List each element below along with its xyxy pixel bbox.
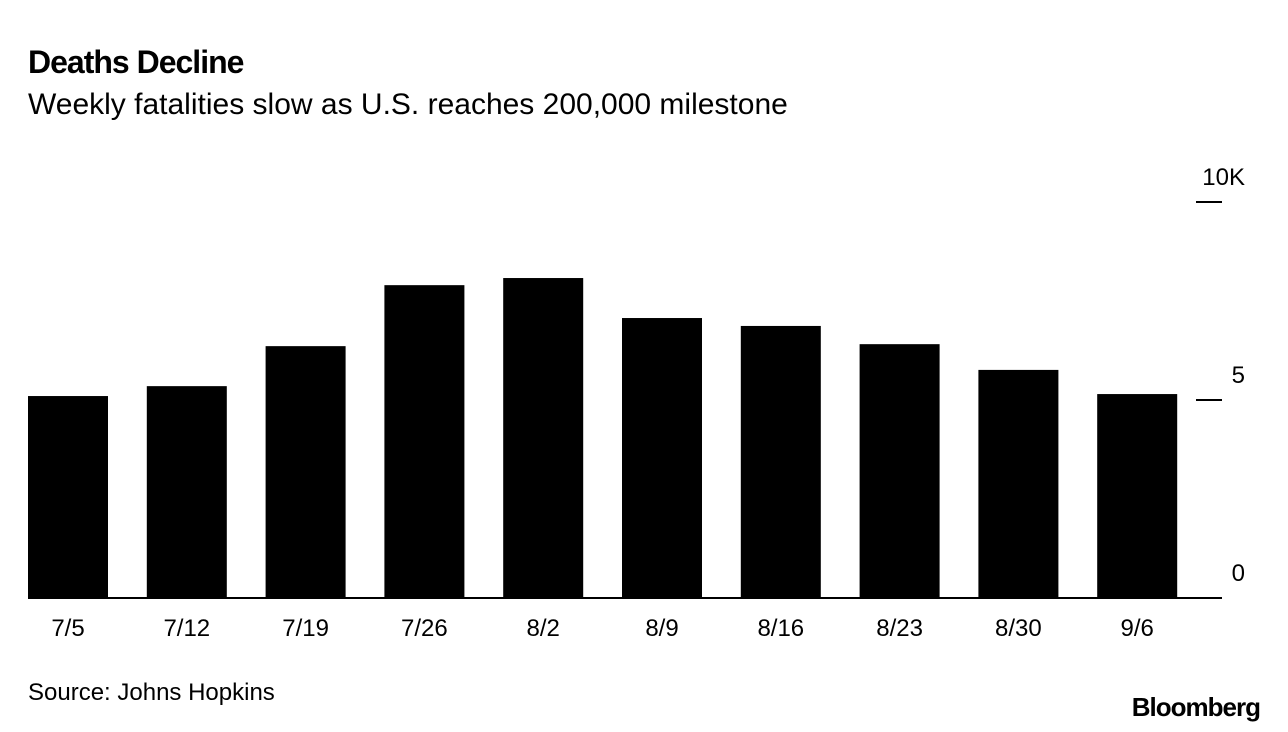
bar [859,344,940,598]
x-tick-label: 7/12 [163,615,210,642]
bar [28,396,108,598]
x-tick-label: 8/2 [527,615,560,642]
x-tick-label: 7/5 [51,615,84,642]
y-tick-label: 5 [1232,362,1245,389]
chart-title: Deaths Decline [28,44,244,80]
source: Source: Johns Hopkins [28,679,275,706]
bar [503,278,584,598]
x-tick-label: 9/6 [1121,615,1154,642]
x-tick-label: 7/19 [282,615,329,642]
bar [384,285,465,598]
bar [740,325,821,598]
brand: Bloomberg [1132,692,1260,722]
bar [146,386,227,598]
bar [978,369,1059,598]
x-tick-label: 8/9 [645,615,678,642]
y-tick-label: 0 [1232,560,1245,587]
bar [1097,394,1178,598]
bar [265,346,346,598]
chart-subtitle: Weekly fatalities slow as U.S. reaches 2… [28,88,788,121]
y-tick-label: 10K [1202,164,1245,191]
bar [622,318,702,598]
x-tick-label: 8/23 [876,615,923,642]
x-tick-label: 8/30 [995,615,1042,642]
x-tick-label: 8/16 [757,615,804,642]
x-tick-label: 7/26 [401,615,448,642]
